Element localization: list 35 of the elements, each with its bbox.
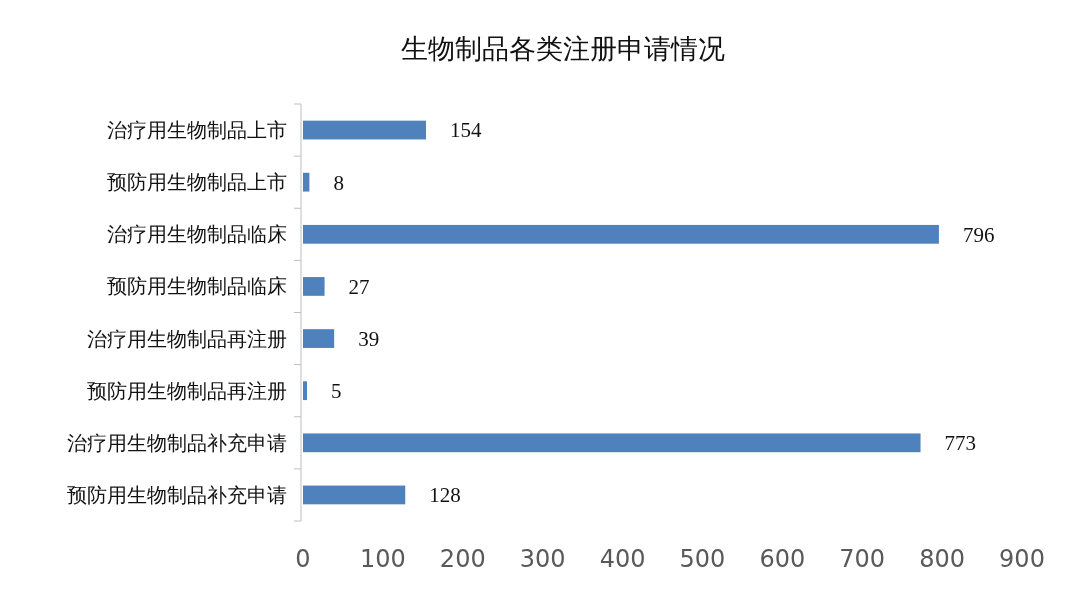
x-tick-label: 300	[519, 545, 566, 573]
y-tick-label: 预防用生物制品上市	[107, 170, 287, 195]
y-tick-label: 治疗用生物制品上市	[107, 118, 287, 143]
bar	[303, 433, 921, 453]
bar	[303, 381, 307, 401]
x-tick-label: 0	[295, 545, 311, 573]
y-tick-label: 治疗用生物制品再注册	[87, 326, 287, 351]
chart-title: 生物制品各类注册申请情况	[400, 33, 725, 64]
data-label: 8	[333, 170, 344, 195]
y-tick-label: 治疗用生物制品补充申请	[67, 430, 287, 455]
y-tick-label: 预防用生物制品再注册	[87, 378, 287, 403]
y-tick-label: 预防用生物制品补充申请	[67, 482, 287, 507]
y-tick-label: 治疗用生物制品临床	[107, 222, 287, 247]
y-tick-label: 预防用生物制品临床	[107, 274, 287, 299]
data-label: 154	[450, 118, 483, 143]
bar	[303, 172, 310, 192]
data-label: 773	[944, 431, 977, 456]
data-label: 39	[358, 326, 380, 351]
x-tick-label: 600	[759, 545, 806, 573]
x-tick-label: 500	[679, 545, 726, 573]
bar	[303, 329, 335, 348]
bar	[303, 120, 427, 140]
data-label: 128	[429, 483, 461, 508]
x-tick-label: 800	[919, 545, 966, 573]
x-tick-label: 200	[439, 545, 486, 573]
x-tick-label: 100	[359, 545, 406, 573]
data-label: 27	[348, 274, 370, 299]
data-label: 796	[962, 222, 995, 247]
x-tick-label: 400	[599, 545, 646, 573]
bar	[303, 277, 325, 296]
x-tick-label: 900	[999, 545, 1045, 573]
x-tick-label: 700	[839, 545, 886, 573]
bar	[303, 485, 406, 505]
data-label: 5	[330, 379, 342, 404]
bar	[303, 224, 939, 244]
